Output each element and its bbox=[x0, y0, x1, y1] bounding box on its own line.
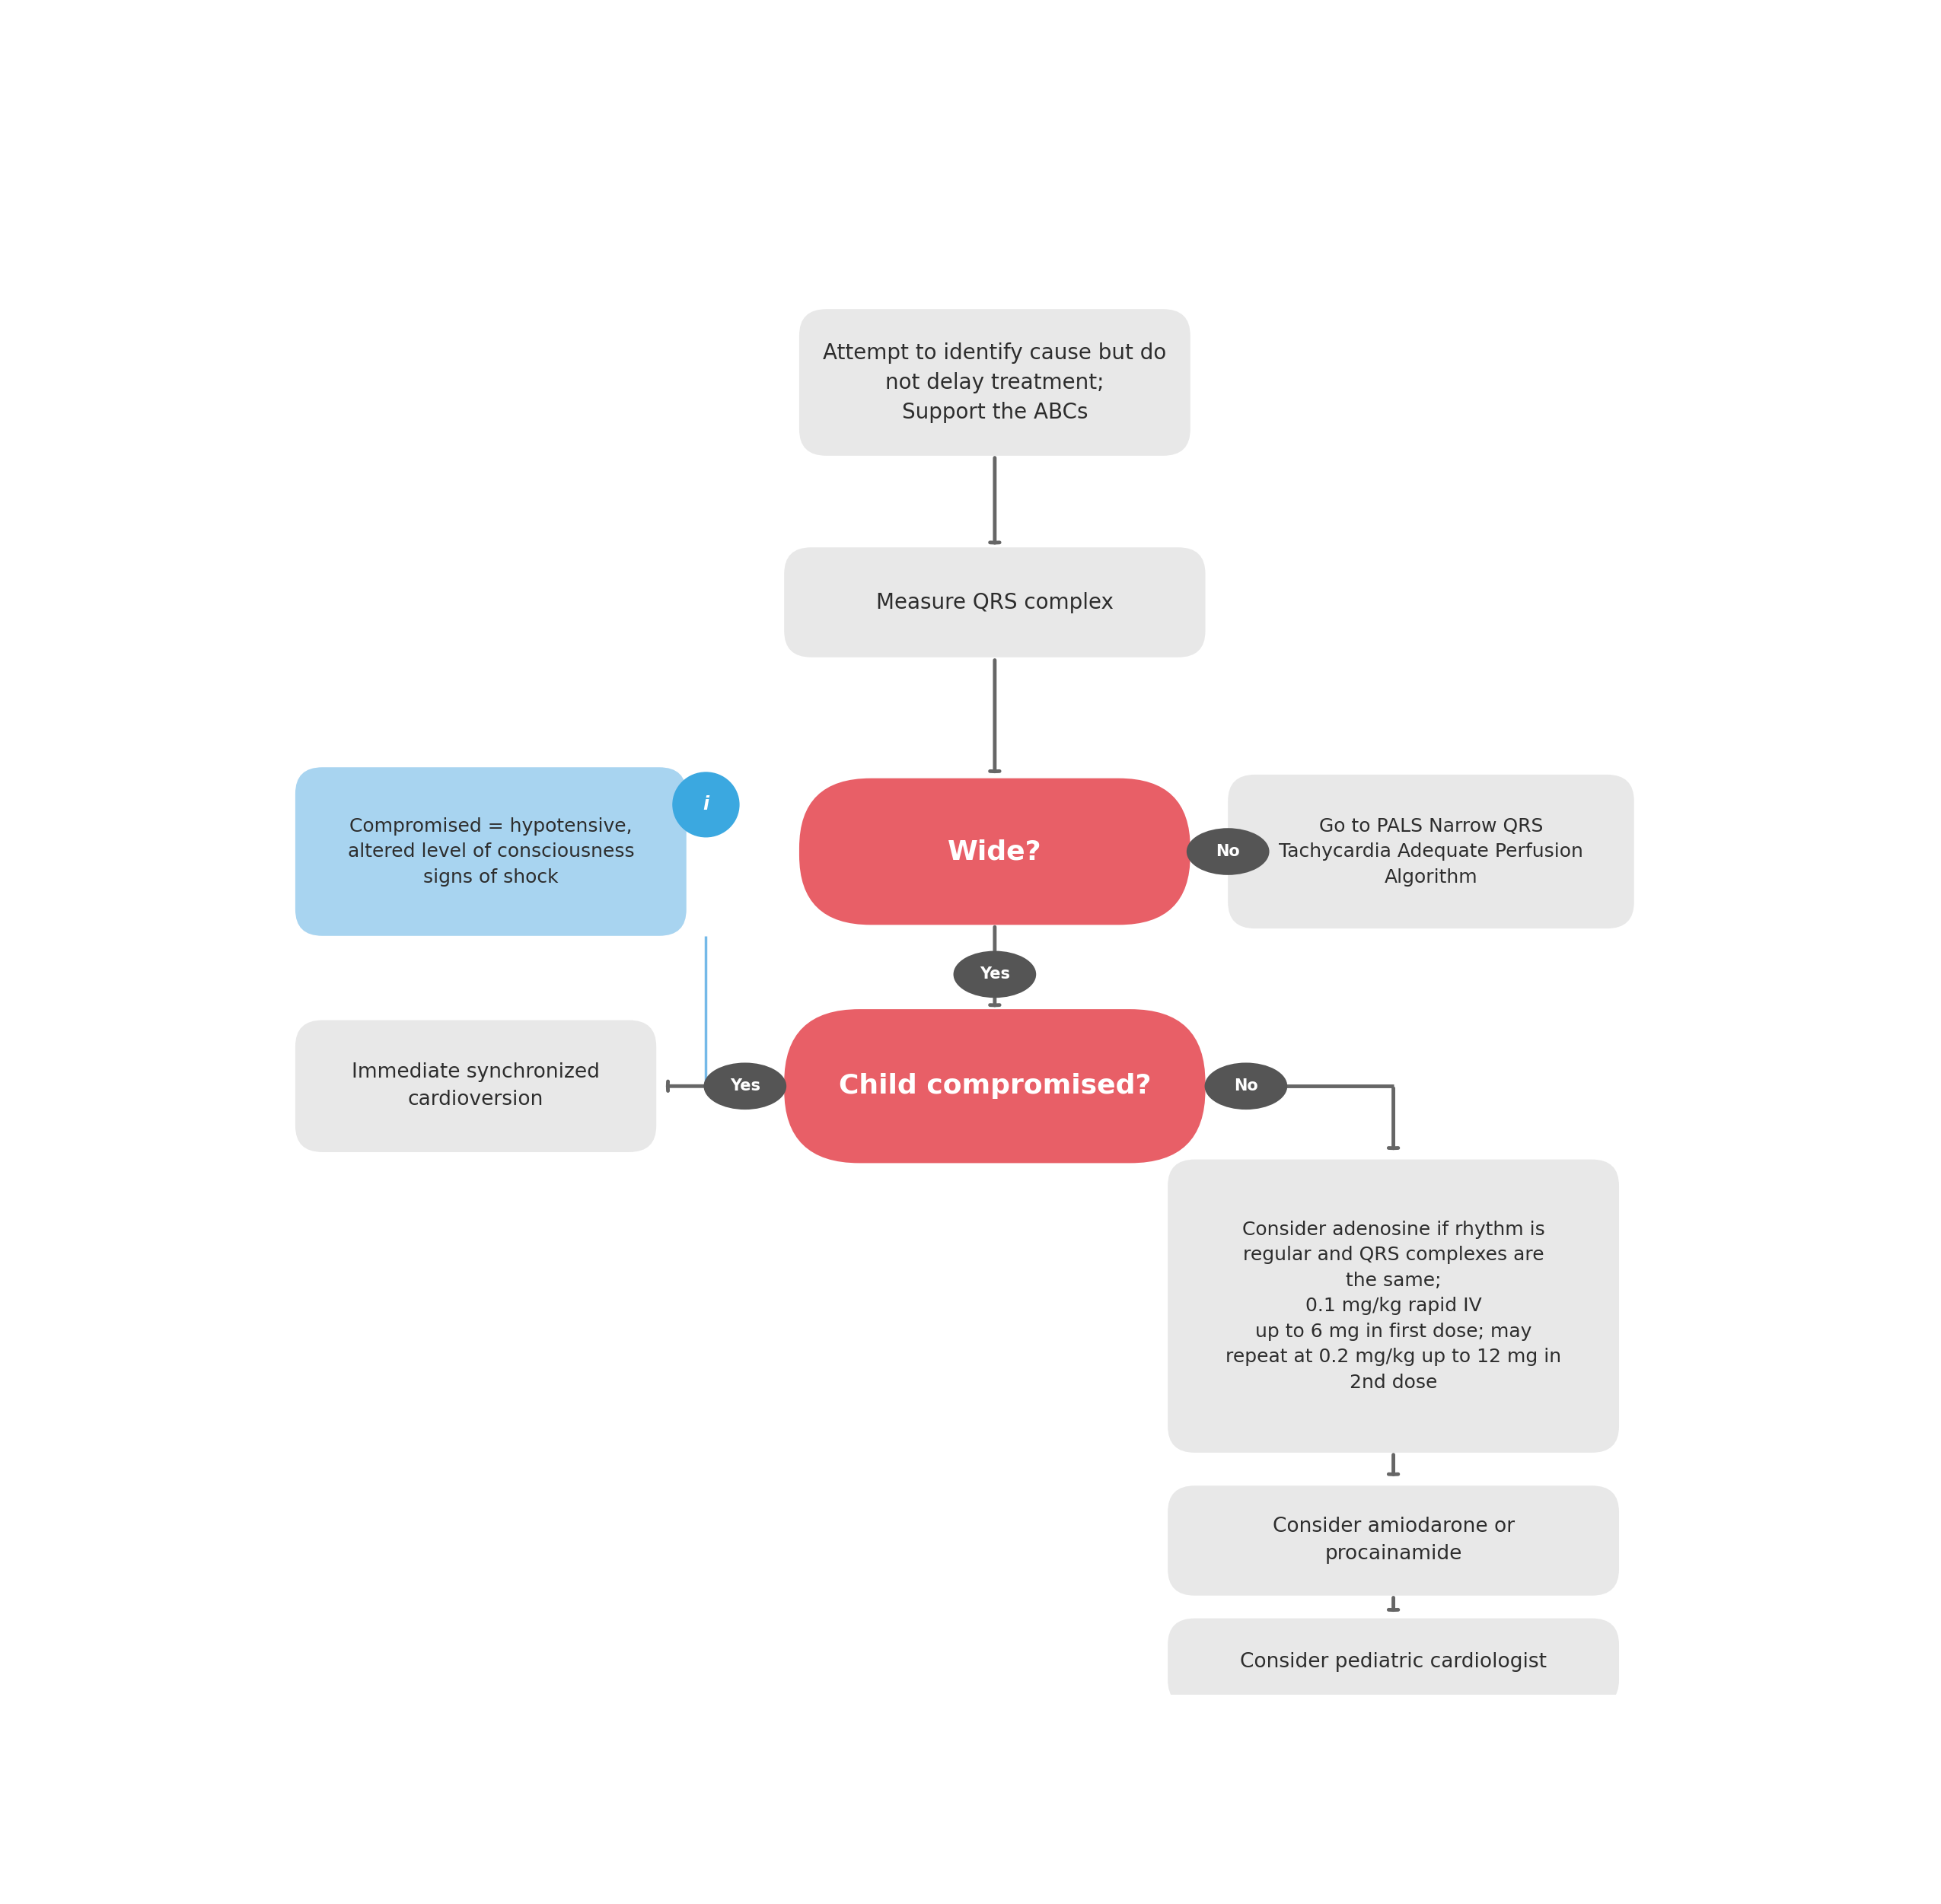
Text: i: i bbox=[703, 796, 708, 813]
Text: Compromised = hypotensive,
altered level of consciousness
signs of shock: Compromised = hypotensive, altered level… bbox=[347, 817, 635, 885]
FancyBboxPatch shape bbox=[800, 308, 1190, 455]
FancyBboxPatch shape bbox=[784, 1009, 1205, 1163]
Text: Go to PALS Narrow QRS
Tachycardia Adequate Perfusion
Algorithm: Go to PALS Narrow QRS Tachycardia Adequa… bbox=[1279, 817, 1584, 885]
Ellipse shape bbox=[953, 950, 1036, 998]
FancyBboxPatch shape bbox=[800, 779, 1190, 925]
FancyBboxPatch shape bbox=[1168, 1618, 1619, 1706]
Ellipse shape bbox=[1205, 1062, 1287, 1110]
Circle shape bbox=[674, 773, 740, 838]
Text: Attempt to identify cause but do
not delay treatment;
Support the ABCs: Attempt to identify cause but do not del… bbox=[823, 343, 1167, 423]
Text: Measure QRS complex: Measure QRS complex bbox=[875, 592, 1114, 613]
Text: Yes: Yes bbox=[980, 967, 1009, 982]
FancyBboxPatch shape bbox=[295, 767, 687, 937]
Text: Consider adenosine if rhythm is
regular and QRS complexes are
the same;
0.1 mg/k: Consider adenosine if rhythm is regular … bbox=[1225, 1220, 1561, 1392]
Ellipse shape bbox=[705, 1062, 786, 1110]
Ellipse shape bbox=[1186, 828, 1269, 876]
Text: Child compromised?: Child compromised? bbox=[839, 1074, 1151, 1099]
FancyBboxPatch shape bbox=[1168, 1485, 1619, 1596]
Text: Wide?: Wide? bbox=[947, 838, 1042, 864]
Text: No: No bbox=[1234, 1078, 1258, 1093]
Text: Consider amiodarone or
procainamide: Consider amiodarone or procainamide bbox=[1271, 1517, 1514, 1565]
Text: Yes: Yes bbox=[730, 1078, 761, 1093]
Text: Immediate synchronized
cardioversion: Immediate synchronized cardioversion bbox=[351, 1062, 600, 1110]
FancyBboxPatch shape bbox=[784, 546, 1205, 657]
FancyBboxPatch shape bbox=[295, 1021, 656, 1152]
FancyBboxPatch shape bbox=[1168, 1160, 1619, 1453]
Text: No: No bbox=[1215, 843, 1240, 859]
Text: Consider pediatric cardiologist: Consider pediatric cardiologist bbox=[1240, 1653, 1547, 1672]
FancyBboxPatch shape bbox=[1229, 775, 1634, 929]
